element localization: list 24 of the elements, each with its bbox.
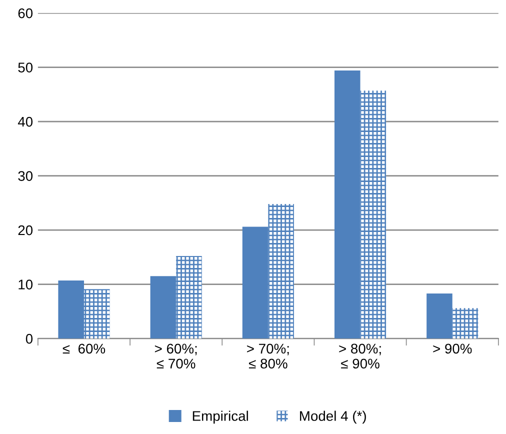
bar xyxy=(150,276,176,339)
y-tick-label: 0 xyxy=(26,334,33,344)
bar xyxy=(360,90,386,339)
x-tick-label: ≤ 60% xyxy=(62,344,106,354)
x-tick-label: > 90% xyxy=(433,344,472,354)
bar xyxy=(426,293,452,339)
legend-label: Model 4 (*) xyxy=(300,410,366,424)
bar xyxy=(176,256,202,339)
y-tick-label: 20 xyxy=(18,225,33,236)
x-tick-label: > 70%; ≤ 80% xyxy=(247,344,289,369)
bar xyxy=(452,308,478,339)
y-tick-label: 60 xyxy=(18,8,33,18)
bar xyxy=(84,289,110,339)
bar xyxy=(242,226,268,339)
bar xyxy=(58,280,84,339)
x-tick-label: > 80%; ≤ 90% xyxy=(339,344,381,369)
y-tick-label: 50 xyxy=(18,62,33,72)
legend-label: Empirical xyxy=(192,410,248,424)
y-tick-label: 30 xyxy=(18,171,33,181)
bar xyxy=(334,70,360,339)
x-tick-label: > 60%; ≤ 70% xyxy=(154,344,197,369)
bar xyxy=(268,204,294,339)
y-tick-label: 40 xyxy=(18,116,33,127)
y-tick-label: 10 xyxy=(18,280,33,290)
